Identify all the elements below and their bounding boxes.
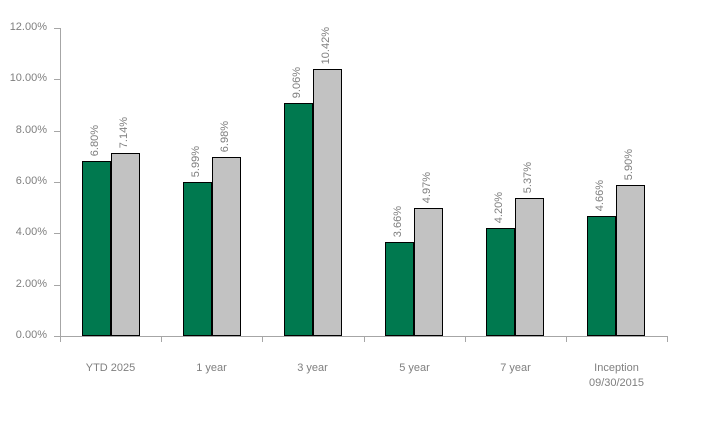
bar-gray-series <box>414 208 443 336</box>
y-tick <box>54 285 60 286</box>
bar-value-label: 5.37% <box>522 161 534 193</box>
y-tick <box>54 28 60 29</box>
x-axis-label: Inception 09/30/2015 <box>588 362 645 389</box>
bar-value-label: 4.20% <box>493 191 505 223</box>
x-axis-label: 3 year <box>297 362 328 374</box>
bar-gray-series <box>212 157 241 336</box>
x-tick <box>161 337 162 342</box>
x-tick <box>262 337 263 342</box>
x-tick <box>60 337 61 342</box>
y-axis-line <box>60 28 61 337</box>
bar-value-label: 7.14% <box>118 116 130 148</box>
bar-green-series <box>82 161 111 336</box>
bar-value-label: 9.06% <box>291 66 303 98</box>
bar-value-label: 4.97% <box>421 171 433 203</box>
bar-value-label: 3.66% <box>392 205 404 237</box>
bar-green-series <box>486 228 515 336</box>
y-axis-label: 0.00% <box>15 329 47 341</box>
x-axis-label: 5 year <box>399 362 430 374</box>
y-tick <box>54 182 60 183</box>
y-axis-label: 8.00% <box>15 124 47 136</box>
y-axis-label: 4.00% <box>15 226 47 238</box>
x-axis-label: YTD 2025 <box>85 362 136 374</box>
x-axis-line <box>60 336 668 337</box>
bar-value-label: 6.80% <box>89 124 101 156</box>
y-tick <box>54 79 60 80</box>
bar-gray-series <box>111 153 140 336</box>
y-axis-label: 2.00% <box>15 278 47 290</box>
bar-value-label: 5.99% <box>190 145 202 177</box>
bar-green-series <box>587 216 616 336</box>
y-tick <box>54 233 60 234</box>
bar-green-series <box>385 242 414 336</box>
x-tick <box>667 337 668 342</box>
x-tick <box>465 337 466 342</box>
bar-value-label: 10.42% <box>320 26 332 64</box>
bar-value-label: 4.66% <box>594 179 606 211</box>
y-axis-label: 12.00% <box>9 21 47 33</box>
bar-green-series <box>183 182 212 336</box>
bar-value-label: 5.90% <box>623 148 635 180</box>
bar-green-series <box>284 103 313 336</box>
bar-value-label: 6.98% <box>219 120 231 152</box>
x-tick <box>364 337 365 342</box>
bar-gray-series <box>515 198 544 336</box>
y-axis-label: 6.00% <box>15 175 47 187</box>
y-tick <box>54 131 60 132</box>
x-axis-label: 1 year <box>196 362 227 374</box>
bar-gray-series <box>313 69 342 336</box>
x-axis-label: 7 year <box>500 362 531 374</box>
y-axis-label: 10.00% <box>9 72 47 84</box>
y-tick <box>54 336 60 337</box>
bar-gray-series <box>616 185 645 336</box>
x-tick <box>566 337 567 342</box>
